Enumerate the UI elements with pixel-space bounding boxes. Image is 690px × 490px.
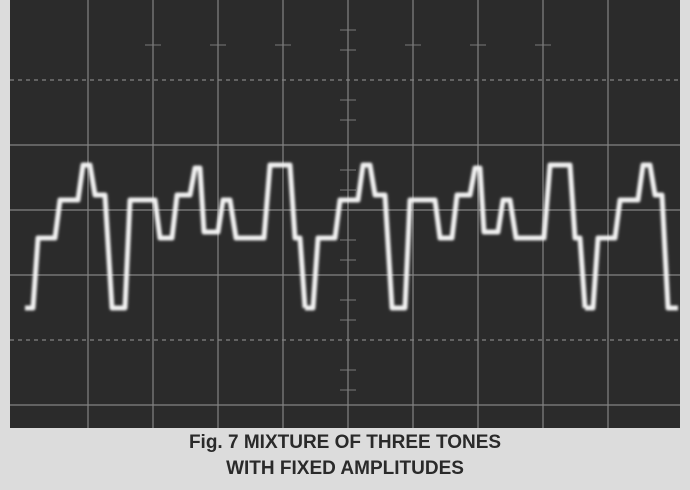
oscilloscope-screen (0, 0, 690, 430)
caption-line: Fig. 7 MIXTURE OF THREE TONES (10, 432, 680, 454)
screen-background (10, 0, 680, 428)
figure-page: Fig. 7 MIXTURE OF THREE TONES WITH FIXED… (0, 0, 690, 490)
caption-line: WITH FIXED AMPLITUDES (10, 458, 680, 480)
